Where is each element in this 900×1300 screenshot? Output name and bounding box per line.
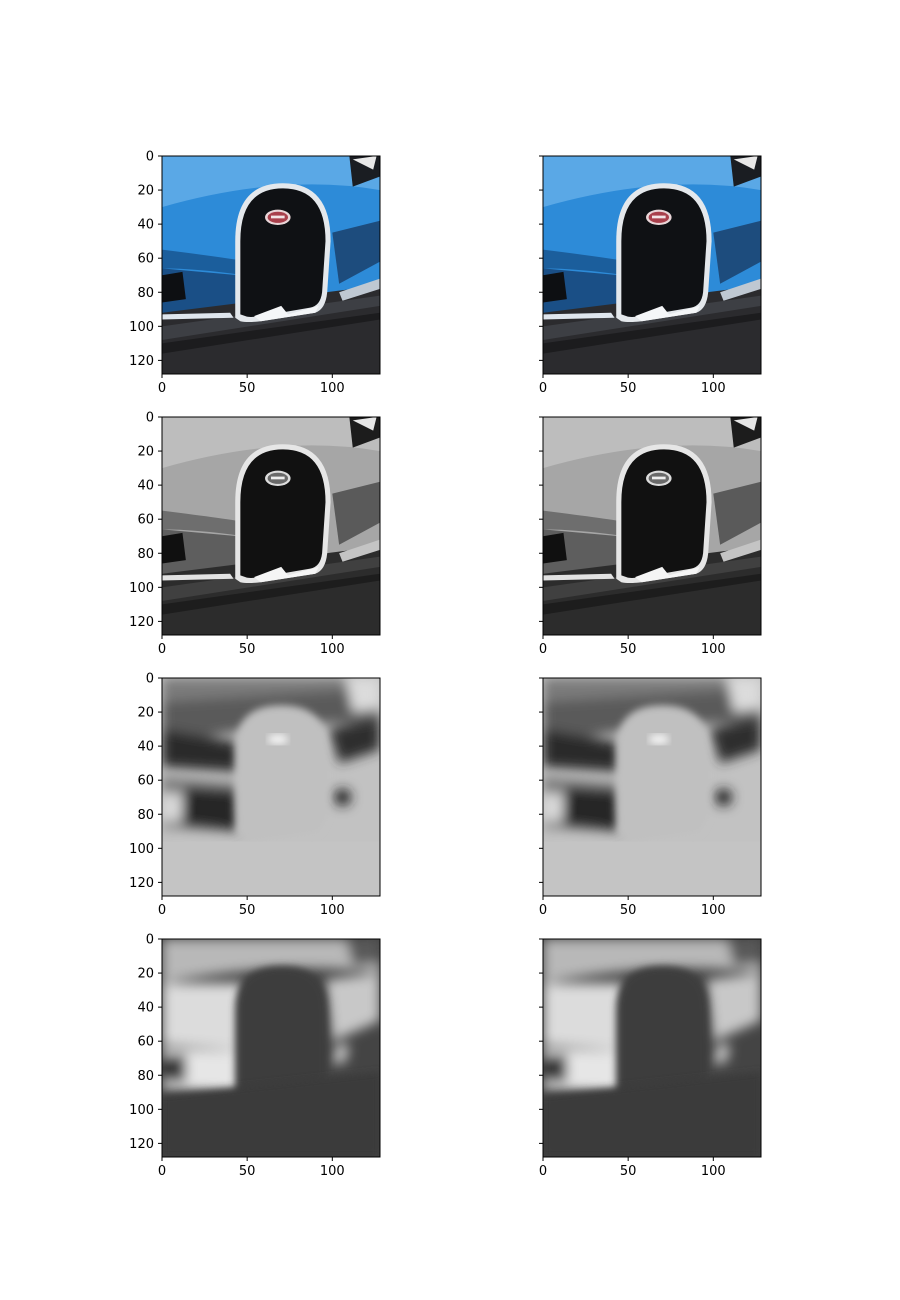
x-tick-label: 50 — [239, 642, 256, 657]
x-tick-label: 50 — [620, 381, 637, 396]
axes-frame — [161, 416, 381, 636]
y-tick-label: 0 — [146, 933, 154, 948]
x-tick-label: 100 — [701, 1164, 726, 1179]
y-tick-label: 40 — [137, 740, 154, 755]
y-tick-label: 0 — [146, 150, 154, 165]
panel-image — [162, 417, 380, 635]
y-tick-label: 60 — [137, 252, 154, 267]
y-tick-label: 80 — [137, 286, 154, 301]
x-tick-label: 0 — [158, 903, 166, 918]
axes-frame — [542, 155, 762, 375]
y-tick-label: 0 — [146, 672, 154, 687]
image-panel-r1-c1: 0 50 100 0 20 40 60 80 100 120 — [129, 150, 381, 396]
y-tick-label: 80 — [137, 808, 154, 823]
x-tick-label: 0 — [539, 1164, 547, 1179]
axes-frame — [161, 155, 381, 375]
panel-image — [543, 417, 761, 635]
x-tick-label: 50 — [620, 1164, 637, 1179]
x-tick-label: 100 — [320, 1164, 345, 1179]
y-tick-label: 40 — [137, 1001, 154, 1016]
image-panel-r1-c2: 0 50 100 — [539, 155, 762, 396]
axes-frame — [161, 938, 381, 1158]
x-tick-label: 0 — [539, 642, 547, 657]
image-panel-r4-c2: 0 50 100 — [539, 938, 762, 1179]
x-tick-label: 100 — [320, 642, 345, 657]
y-tick-label: 100 — [129, 1103, 154, 1118]
panel-image — [543, 939, 761, 1157]
y-tick-label: 80 — [137, 547, 154, 562]
y-tick-label: 40 — [137, 479, 154, 494]
y-tick-label: 120 — [129, 876, 154, 891]
y-tick-label: 60 — [137, 1035, 154, 1050]
x-tick-label: 0 — [539, 903, 547, 918]
x-tick-label: 100 — [320, 903, 345, 918]
y-tick-label: 100 — [129, 842, 154, 857]
y-tick-label: 20 — [137, 184, 154, 199]
x-tick-label: 50 — [239, 381, 256, 396]
panel-image — [162, 939, 380, 1157]
x-tick-label: 50 — [239, 1164, 256, 1179]
image-panel-r4-c1: 0 50 100 0 20 40 60 80 100 120 — [129, 933, 381, 1179]
x-tick-label: 50 — [239, 903, 256, 918]
axes-frame — [542, 938, 762, 1158]
panel-grid: 0 50 100 0 20 40 60 80 100 120 0 50 100 0 50 100 0 20 40 60… — [129, 150, 762, 1179]
y-tick-label: 100 — [129, 320, 154, 335]
y-tick-label: 120 — [129, 615, 154, 630]
x-tick-label: 100 — [320, 381, 345, 396]
panel-image — [162, 678, 380, 896]
y-tick-label: 40 — [137, 218, 154, 233]
panel-image — [543, 156, 761, 374]
y-tick-label: 120 — [129, 354, 154, 369]
x-tick-label: 0 — [158, 642, 166, 657]
y-tick-label: 0 — [146, 411, 154, 426]
axes-frame — [542, 416, 762, 636]
panel-image — [162, 156, 380, 374]
x-tick-label: 50 — [620, 642, 637, 657]
x-tick-label: 0 — [158, 381, 166, 396]
y-tick-label: 100 — [129, 581, 154, 596]
axes-frame — [161, 677, 381, 897]
y-tick-label: 80 — [137, 1069, 154, 1084]
x-tick-label: 0 — [539, 381, 547, 396]
y-tick-label: 20 — [137, 706, 154, 721]
y-tick-label: 60 — [137, 774, 154, 789]
x-tick-label: 100 — [701, 903, 726, 918]
y-tick-label: 60 — [137, 513, 154, 528]
image-panel-r3-c2: 0 50 100 — [539, 677, 762, 918]
y-tick-label: 120 — [129, 1137, 154, 1152]
axes-frame — [542, 677, 762, 897]
x-tick-label: 100 — [701, 642, 726, 657]
image-panel-r2-c2: 0 50 100 — [539, 416, 762, 657]
y-tick-label: 20 — [137, 445, 154, 460]
x-tick-label: 50 — [620, 903, 637, 918]
panel-image — [543, 678, 761, 896]
image-panel-r3-c1: 0 50 100 0 20 40 60 80 100 120 — [129, 672, 381, 918]
x-tick-label: 100 — [701, 381, 726, 396]
y-tick-label: 20 — [137, 967, 154, 982]
image-panel-r2-c1: 0 50 100 0 20 40 60 80 100 120 — [129, 411, 381, 657]
x-tick-label: 0 — [158, 1164, 166, 1179]
